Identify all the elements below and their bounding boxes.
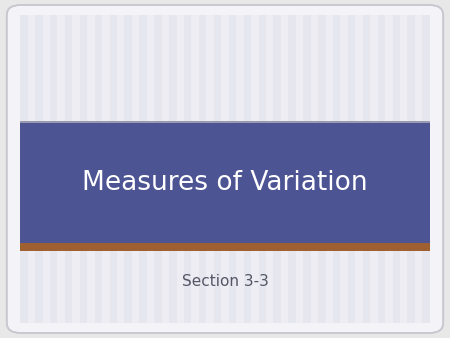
Bar [80, 15, 87, 323]
Bar [43, 15, 50, 323]
Bar [310, 15, 318, 323]
Bar [274, 15, 281, 323]
Bar [378, 15, 385, 323]
Bar [58, 15, 65, 323]
Bar [251, 15, 258, 323]
Bar [20, 123, 430, 243]
Bar [102, 15, 110, 323]
Bar [407, 15, 415, 323]
Bar [415, 15, 422, 323]
Bar [20, 15, 28, 323]
Bar [236, 15, 243, 323]
Bar [147, 15, 154, 323]
Bar [117, 15, 125, 323]
Bar [363, 15, 370, 323]
Bar [288, 15, 296, 323]
Bar [214, 15, 221, 323]
Bar [303, 15, 310, 323]
Bar [243, 15, 251, 323]
Bar [385, 15, 392, 323]
Bar [35, 15, 43, 323]
Bar [50, 15, 58, 323]
Bar [72, 15, 80, 323]
Bar [65, 15, 72, 323]
Bar [199, 15, 207, 323]
Bar [162, 15, 169, 323]
Bar [132, 15, 140, 323]
Bar [207, 15, 214, 323]
Bar [356, 15, 363, 323]
Bar [229, 15, 236, 323]
Bar [192, 15, 199, 323]
Bar [169, 15, 176, 323]
Bar [20, 121, 430, 123]
Text: Section 3-3: Section 3-3 [181, 274, 269, 289]
Bar [176, 15, 184, 323]
Bar [340, 15, 348, 323]
Bar [325, 15, 333, 323]
Bar [154, 15, 162, 323]
Bar [422, 15, 430, 323]
Bar [392, 15, 400, 323]
Bar [258, 15, 266, 323]
Text: Measures of Variation: Measures of Variation [82, 170, 368, 196]
Bar [348, 15, 356, 323]
Bar [87, 15, 94, 323]
FancyBboxPatch shape [7, 5, 443, 333]
Bar [28, 15, 35, 323]
Bar [221, 15, 229, 323]
Bar [94, 15, 102, 323]
Bar [125, 15, 132, 323]
Bar [184, 15, 192, 323]
Bar [281, 15, 288, 323]
Bar [318, 15, 325, 323]
Bar [370, 15, 378, 323]
Bar [333, 15, 340, 323]
Bar [266, 15, 274, 323]
Bar [110, 15, 117, 323]
Bar [20, 243, 430, 251]
Bar [140, 15, 147, 323]
Bar [400, 15, 407, 323]
Bar [296, 15, 303, 323]
